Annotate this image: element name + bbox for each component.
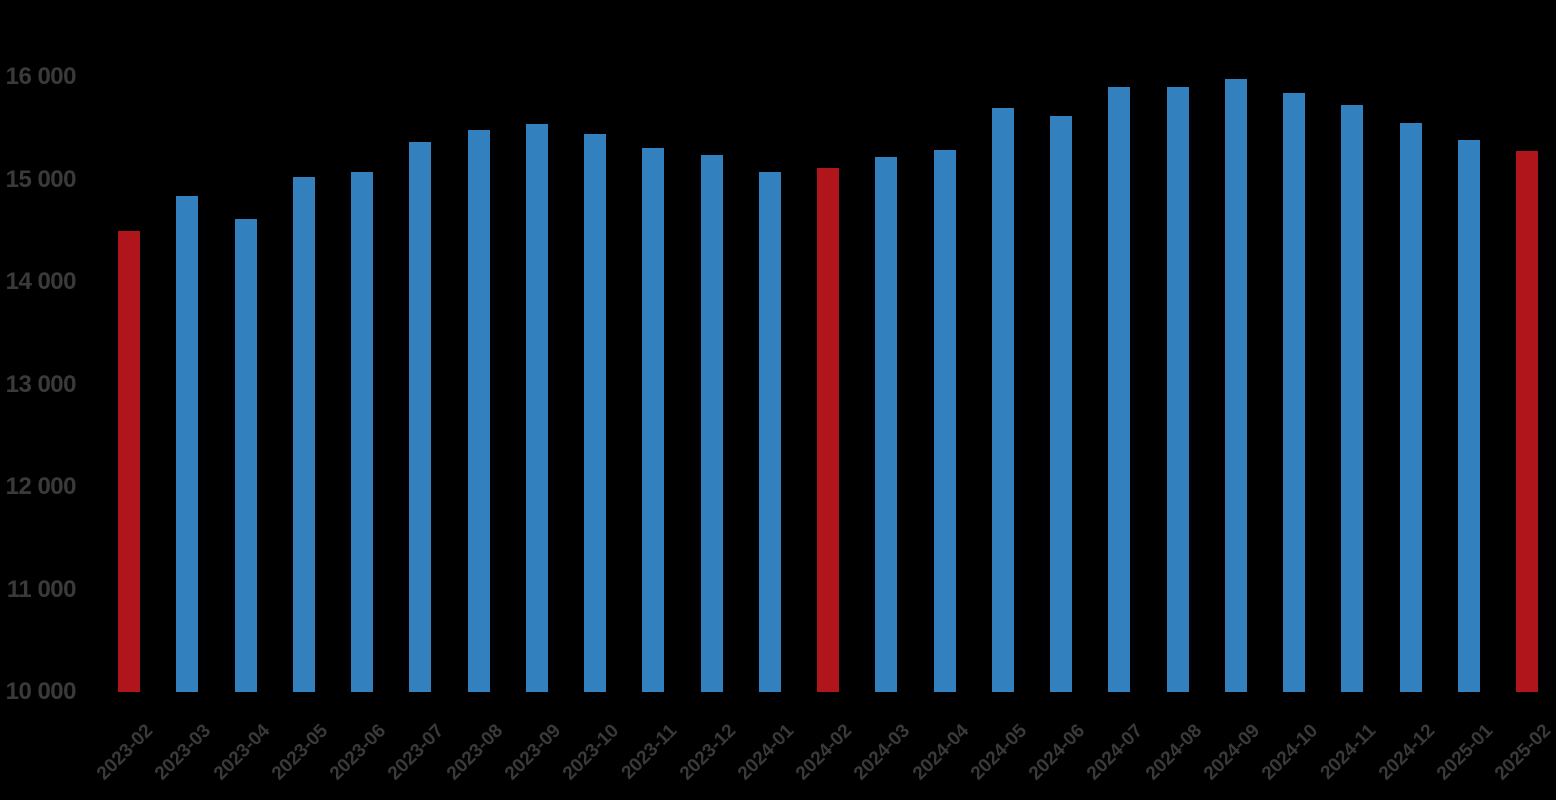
bar-2024-03 <box>875 157 898 692</box>
y-tick-label: 14 000 <box>5 268 77 296</box>
bar-2024-11 <box>1341 105 1364 692</box>
bar-2023-06 <box>351 171 374 692</box>
bar-2023-02 <box>118 231 140 692</box>
bar-2023-12 <box>700 155 723 692</box>
bar-2023-03 <box>176 196 199 692</box>
bar-2024-02 <box>817 167 840 692</box>
y-tick-label: 10 000 <box>5 678 77 705</box>
bar-2024-07 <box>1108 86 1131 692</box>
bar-2025-01 <box>1457 139 1480 692</box>
bar-2024-10 <box>1283 92 1306 692</box>
y-tick-label: 15 000 <box>5 165 77 193</box>
y-tick-label: 13 000 <box>5 370 77 398</box>
bar-2024-12 <box>1399 122 1422 692</box>
y-tick-label: 11 000 <box>6 575 77 603</box>
y-tick-label: 16 000 <box>5 63 77 91</box>
bar-2024-01 <box>758 171 781 692</box>
bar-2023-09 <box>525 123 548 692</box>
bar-2024-09 <box>1224 78 1247 692</box>
bar-2023-07 <box>409 142 432 692</box>
bar-2024-04 <box>933 150 956 692</box>
bar-2023-05 <box>292 176 315 692</box>
bar-2024-06 <box>1050 116 1073 692</box>
bar-2024-05 <box>991 108 1014 692</box>
bar-2023-10 <box>584 133 607 692</box>
bar-2024-08 <box>1166 86 1189 692</box>
bar-2023-11 <box>642 148 665 692</box>
y-tick-label: 12 000 <box>5 473 77 501</box>
bar-2023-08 <box>467 129 490 692</box>
bar-2025-02 <box>1516 151 1539 692</box>
bar-2023-04 <box>234 218 257 692</box>
